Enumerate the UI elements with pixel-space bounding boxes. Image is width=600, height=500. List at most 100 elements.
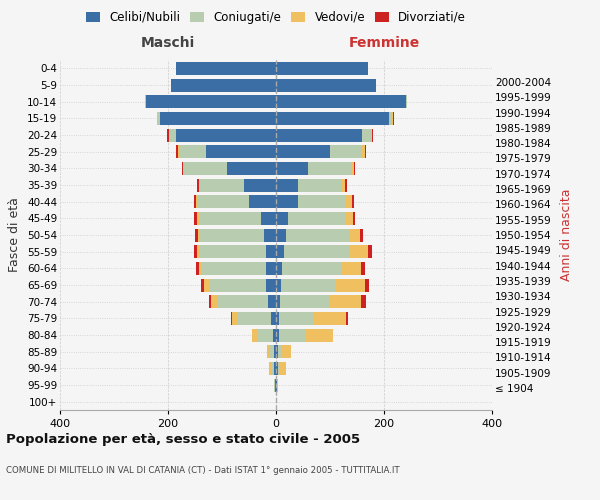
Bar bbox=[196, 262, 276, 275]
Bar bbox=[276, 245, 349, 258]
Bar bbox=[200, 178, 276, 192]
Bar bbox=[276, 328, 278, 342]
Bar bbox=[269, 362, 276, 375]
Bar bbox=[276, 262, 342, 275]
Bar bbox=[276, 262, 361, 275]
Bar bbox=[145, 95, 276, 108]
Bar bbox=[266, 278, 276, 291]
Bar bbox=[176, 62, 276, 75]
Bar bbox=[176, 128, 276, 141]
Bar bbox=[227, 162, 276, 175]
Bar bbox=[276, 62, 368, 75]
Bar bbox=[276, 62, 368, 75]
Bar bbox=[195, 228, 276, 241]
Bar bbox=[276, 378, 278, 392]
Bar bbox=[276, 112, 389, 125]
Bar bbox=[276, 112, 394, 125]
Bar bbox=[204, 278, 276, 291]
Bar bbox=[270, 345, 276, 358]
Bar bbox=[209, 278, 276, 291]
Bar bbox=[276, 312, 348, 325]
Bar bbox=[171, 78, 276, 92]
Bar bbox=[261, 212, 276, 225]
Bar bbox=[276, 345, 283, 358]
Legend: Celibi/Nubili, Coniugati/e, Vedovi/e, Divorziati/e: Celibi/Nubili, Coniugati/e, Vedovi/e, Di… bbox=[83, 8, 469, 26]
Bar bbox=[176, 145, 276, 158]
Bar bbox=[276, 128, 372, 141]
Bar bbox=[276, 295, 365, 308]
Bar bbox=[276, 78, 376, 92]
Bar bbox=[276, 62, 368, 75]
Text: COMUNE DI MILITELLO IN VAL DI CATANIA (CT) - Dati ISTAT 1° gennaio 2005 - TUTTIT: COMUNE DI MILITELLO IN VAL DI CATANIA (C… bbox=[6, 466, 400, 475]
Bar bbox=[276, 312, 346, 325]
Bar bbox=[276, 362, 280, 375]
Bar bbox=[199, 212, 276, 225]
Bar bbox=[276, 312, 314, 325]
Bar bbox=[167, 128, 276, 141]
Bar bbox=[194, 245, 276, 258]
Bar bbox=[276, 378, 277, 392]
Bar bbox=[276, 362, 278, 375]
Bar bbox=[194, 195, 276, 208]
Bar bbox=[197, 245, 276, 258]
Bar bbox=[276, 145, 366, 158]
Bar bbox=[198, 228, 276, 241]
Bar bbox=[276, 162, 354, 175]
Bar bbox=[257, 328, 276, 342]
Bar bbox=[276, 278, 370, 291]
Bar bbox=[276, 278, 365, 291]
Bar bbox=[276, 245, 284, 258]
Bar bbox=[199, 262, 276, 275]
Bar bbox=[232, 312, 276, 325]
Text: Popolazione per età, sesso e stato civile - 2005: Popolazione per età, sesso e stato civil… bbox=[6, 432, 360, 446]
Bar bbox=[199, 245, 276, 258]
Bar bbox=[276, 178, 298, 192]
Bar bbox=[276, 212, 355, 225]
Bar bbox=[276, 295, 329, 308]
Bar bbox=[197, 178, 276, 192]
Bar bbox=[244, 178, 276, 192]
Bar bbox=[274, 378, 276, 392]
Bar bbox=[276, 95, 406, 108]
Bar bbox=[276, 195, 298, 208]
Bar bbox=[274, 362, 276, 375]
Bar bbox=[276, 178, 345, 192]
Bar bbox=[276, 145, 330, 158]
Bar bbox=[276, 228, 360, 241]
Bar bbox=[276, 328, 332, 342]
Bar bbox=[209, 295, 276, 308]
Bar bbox=[202, 262, 276, 275]
Bar bbox=[276, 362, 286, 375]
Bar bbox=[197, 212, 276, 225]
Bar bbox=[276, 128, 371, 141]
Bar bbox=[276, 378, 278, 392]
Text: Femmine: Femmine bbox=[349, 36, 419, 50]
Bar bbox=[268, 295, 276, 308]
Text: Maschi: Maschi bbox=[141, 36, 195, 50]
Bar bbox=[276, 295, 361, 308]
Bar bbox=[176, 62, 276, 75]
Bar bbox=[276, 178, 347, 192]
Y-axis label: Fasce di età: Fasce di età bbox=[8, 198, 22, 272]
Bar bbox=[274, 328, 276, 342]
Bar bbox=[145, 95, 276, 108]
Bar bbox=[211, 295, 276, 308]
Bar bbox=[194, 212, 276, 225]
Bar bbox=[176, 62, 276, 75]
Bar bbox=[276, 145, 362, 158]
Bar bbox=[202, 278, 276, 291]
Bar bbox=[276, 278, 335, 291]
Bar bbox=[179, 145, 276, 158]
Bar bbox=[274, 378, 276, 392]
Bar bbox=[276, 145, 365, 158]
Bar bbox=[276, 195, 346, 208]
Bar bbox=[276, 162, 355, 175]
Bar bbox=[271, 312, 276, 325]
Bar bbox=[276, 228, 349, 241]
Bar bbox=[276, 262, 283, 275]
Bar bbox=[276, 178, 341, 192]
Bar bbox=[157, 112, 276, 125]
Bar bbox=[276, 78, 376, 92]
Bar bbox=[276, 212, 288, 225]
Bar bbox=[266, 262, 276, 275]
